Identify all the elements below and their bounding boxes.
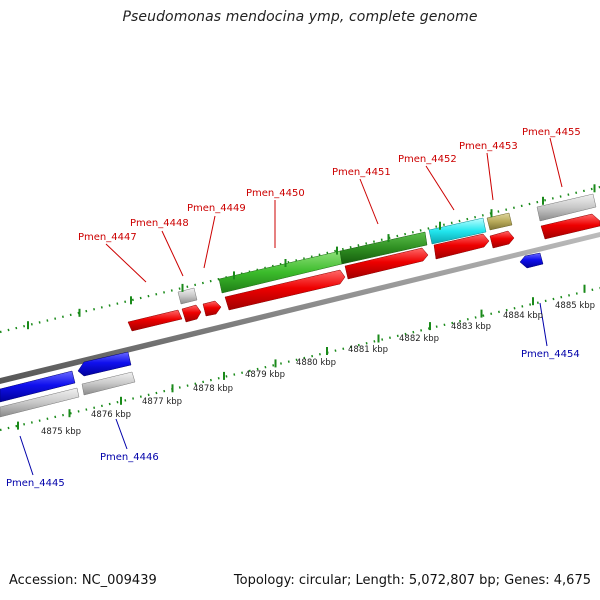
- genome-backbone: [0, 232, 600, 384]
- gene-label-pmen-4449: Pmen_4449: [187, 203, 246, 214]
- scale-tick-labels: 4875 kbp 4876 kbp 4877 kbp 4878 kbp 4879…: [41, 301, 595, 437]
- gene-pmen-4448[interactable]: [181, 304, 202, 323]
- gene-pmen-4452[interactable]: [433, 233, 490, 260]
- gene-pmen-4451[interactable]: [344, 247, 429, 280]
- feature-cyan[interactable]: [428, 217, 487, 245]
- gene-label-pmen-4455: Pmen_4455: [522, 127, 581, 138]
- gene-label-pmen-4446: Pmen_4446: [100, 452, 159, 463]
- gene-label-pmen-4450: Pmen_4450: [246, 188, 305, 199]
- reverse-label-leaders: [19, 302, 548, 476]
- feature-green-2[interactable]: [339, 231, 428, 265]
- gene-label-pmen-4445: Pmen_4445: [6, 478, 65, 489]
- gene-pmen-4455[interactable]: [540, 213, 600, 240]
- tick-label-4877: 4877 kbp: [142, 397, 182, 407]
- tick-label-4875: 4875 kbp: [41, 427, 81, 437]
- tick-label-4881: 4881 kbp: [348, 345, 388, 355]
- gene-pmen-4447[interactable]: [127, 309, 183, 332]
- feature-gray-1[interactable]: [177, 287, 198, 305]
- gene-label-pmen-4447: Pmen_4447: [78, 232, 137, 243]
- reverse-gene-labels: Pmen_4445 Pmen_4446 Pmen_4454: [6, 349, 580, 489]
- gene-pmen-4446[interactable]: [77, 351, 132, 377]
- gene-pmen-4449[interactable]: [202, 300, 222, 317]
- genome-summary-text: Topology: circular; Length: 5,072,807 bp…: [233, 573, 591, 588]
- tick-label-4880: 4880 kbp: [296, 358, 336, 368]
- tick-label-4879: 4879 kbp: [245, 370, 285, 380]
- reverse-strand-genes: [0, 252, 544, 418]
- feature-olive[interactable]: [486, 212, 513, 231]
- gene-pmen-4453[interactable]: [489, 230, 515, 249]
- gene-label-pmen-4452: Pmen_4452: [398, 154, 457, 165]
- tick-label-4876: 4876 kbp: [91, 410, 131, 420]
- gene-pmen-4454[interactable]: [519, 252, 544, 269]
- forward-strand-genes: [127, 193, 600, 332]
- feature-gray-2[interactable]: [536, 193, 597, 222]
- forward-label-leaders: [105, 137, 563, 283]
- map-title: Pseudomonas mendocina ymp, complete geno…: [122, 9, 478, 25]
- accession-text: Accession: NC_009439: [9, 573, 157, 588]
- tick-label-4878: 4878 kbp: [193, 384, 233, 394]
- forward-gene-labels: Pmen_4447 Pmen_4448 Pmen_4449 Pmen_4450 …: [78, 127, 581, 243]
- gene-pmen-4445-gray[interactable]: [0, 387, 80, 418]
- gene-label-pmen-4451: Pmen_4451: [332, 167, 391, 178]
- gene-label-pmen-4448: Pmen_4448: [130, 218, 189, 229]
- tick-label-4882: 4882 kbp: [399, 334, 439, 344]
- gene-pmen-4450[interactable]: [224, 269, 346, 311]
- tick-label-4885: 4885 kbp: [555, 301, 595, 311]
- gene-pmen-4446-gray[interactable]: [81, 371, 136, 396]
- tick-label-4884: 4884 kbp: [503, 311, 543, 321]
- gene-pmen-4445[interactable]: [0, 370, 76, 403]
- gene-label-pmen-4454: Pmen_4454: [521, 349, 580, 360]
- major-tick-marks: [17, 184, 596, 430]
- tick-label-4883: 4883 kbp: [451, 322, 491, 332]
- gene-label-pmen-4453: Pmen_4453: [459, 141, 518, 152]
